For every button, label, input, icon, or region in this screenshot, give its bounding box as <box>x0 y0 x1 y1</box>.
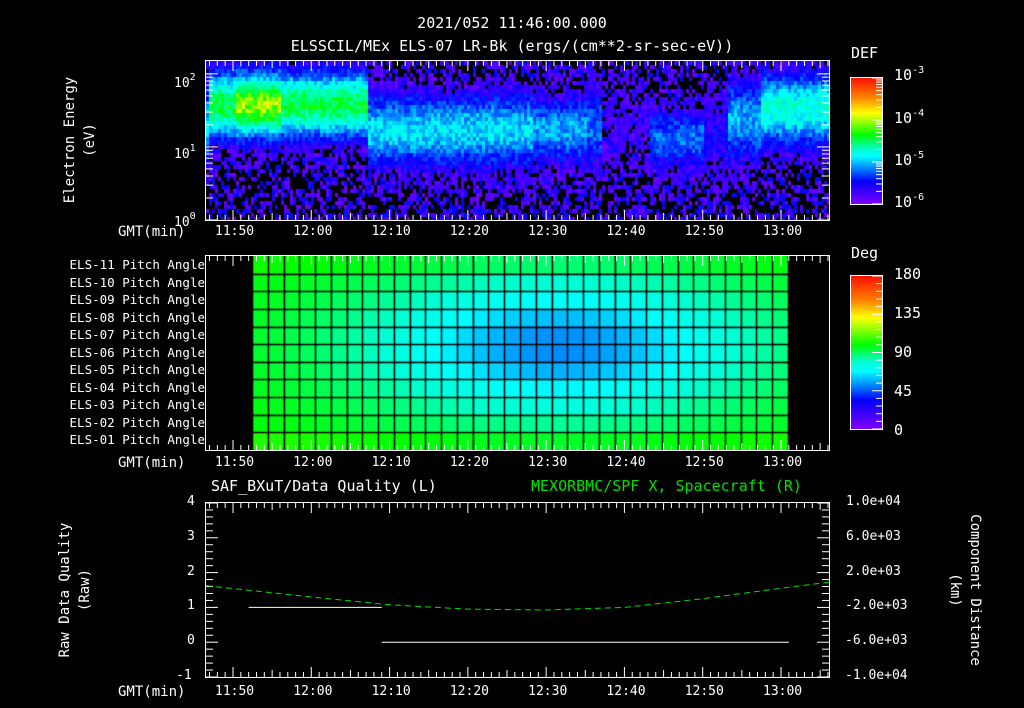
plot-subtitle: ELSSCIL/MEx ELS-07 LR-Bk (ergs/(cm**2-sr… <box>290 37 734 55</box>
time-tick-label: 12:10 <box>371 455 411 470</box>
line-plot-right-title: MEXORBMC/SPF X, Spacecraft (R) <box>531 477 802 495</box>
spectrogram-ytick-1: 100 <box>174 211 196 230</box>
time-tick-label: 12:50 <box>684 684 724 699</box>
line-plot-left-ylabel: Raw Data Quality <box>57 522 73 658</box>
time-tick-label: 12:50 <box>684 224 724 239</box>
def-colorbar-label-1e-3: 10-3 <box>894 65 925 84</box>
pitch-row-label: ELS-04 Pitch Angle <box>69 379 205 395</box>
deg-colorbar-label: 135 <box>894 304 922 322</box>
time-tick-label: 12:20 <box>449 455 489 470</box>
spectrogram-ylabel-line2: (eV) <box>82 123 98 157</box>
right-ytick-label: -6.0e+03 <box>845 633 908 649</box>
deg-colorbar-title: Deg <box>851 244 879 262</box>
line-plot-left-title: SAF_BXuT/Data Quality (L) <box>211 477 437 495</box>
def-colorbar-label-1e-6: 10-6 <box>894 192 925 211</box>
pitch-row-label: ELS-09 Pitch Angle <box>69 292 205 307</box>
time-tick-label: 12:20 <box>449 684 489 699</box>
time-tick-label: 12:50 <box>684 455 724 470</box>
time-tick-label: 12:10 <box>371 224 411 239</box>
def-colorbar-title: DEF <box>851 44 879 62</box>
right-ytick-label: 1.0e+04 <box>846 494 901 509</box>
spectrogram-canvas <box>206 61 829 220</box>
left-ytick-label: -1 <box>176 668 192 683</box>
deg-colorbar-label: 90 <box>894 343 913 361</box>
line-plot-right-ylabel: Component Distance <box>967 514 983 666</box>
def-colorbar-ticks <box>872 78 882 204</box>
pitch-row-label: ELS-01 Pitch Angle <box>69 432 205 447</box>
time-axis-label-2: GMT(min) <box>118 455 186 471</box>
pitch-row-label: ELS-05 Pitch Angle <box>69 362 205 377</box>
def-colorbar-label-1e-5: 10-5 <box>894 150 925 169</box>
pitch-row-label: ELS-03 Pitch Angle <box>69 397 205 412</box>
time-tick-label: 12:40 <box>606 455 646 470</box>
spectrogram-ylabel-unit: (eV) <box>82 70 98 210</box>
time-tick-label: 13:00 <box>763 455 803 470</box>
pitch-angle-canvas <box>206 256 829 450</box>
left-ytick-label: 2 <box>187 563 195 579</box>
pitch-row-label: ELS-10 Pitch Angle <box>69 274 205 290</box>
time-tick-label: 12:20 <box>449 224 489 239</box>
pitch-angle-axis-ticks <box>209 256 829 450</box>
pitch-row-label: ELS-07 Pitch Angle <box>69 327 205 342</box>
time-tick-label: 12:30 <box>528 455 568 470</box>
time-tick-label: 13:00 <box>763 684 803 699</box>
pitch-row-label: ELS-02 Pitch Angle <box>69 414 205 430</box>
time-tick-label: 12:00 <box>293 224 333 239</box>
time-tick-label: 12:40 <box>606 224 646 239</box>
def-colorbar <box>850 77 883 205</box>
deg-colorbar-label: 45 <box>894 382 913 400</box>
line-plot-svg <box>206 503 829 677</box>
time-axis-label-1: GMT(min) <box>118 224 186 240</box>
spectrogram-plot-frame <box>205 60 830 221</box>
spectrogram-ytick-10: 101 <box>174 143 196 162</box>
pitch-angle-plot-frame <box>205 255 830 451</box>
deg-colorbar-label: 0 <box>894 421 904 439</box>
time-tick-label: 11:50 <box>215 224 255 239</box>
pitch-row-label: ELS-06 Pitch Angle <box>69 344 205 360</box>
spectrogram-ytick-100: 102 <box>174 72 196 91</box>
deg-colorbar <box>850 275 883 430</box>
line-plot-left-ylabel-unit: (Raw) <box>77 568 93 612</box>
time-tick-label: 12:30 <box>528 684 568 699</box>
left-ytick-label: 0 <box>187 633 195 649</box>
def-colorbar-label-1e-4: 10-4 <box>894 108 925 127</box>
spectrogram-ylabel: Electron Energy <box>62 70 78 210</box>
right-ytick-label: -1.0e+04 <box>845 668 908 683</box>
right-ytick-label: -2.0e+03 <box>845 598 908 614</box>
time-tick-label: 13:00 <box>763 224 803 239</box>
left-ytick-label: 1 <box>187 598 195 614</box>
time-tick-label: 11:50 <box>215 684 255 699</box>
plot-timestamp: 2021/052 11:46:00.000 <box>417 14 607 32</box>
time-tick-label: 12:00 <box>293 455 333 470</box>
right-ytick-label: 2.0e+03 <box>846 563 901 579</box>
time-tick-label: 11:50 <box>215 455 255 470</box>
time-tick-label: 12:40 <box>606 684 646 699</box>
spectrogram-ylabel-line1: Electron Energy <box>62 76 78 204</box>
pitch-row-label: ELS-08 Pitch Angle <box>69 309 205 325</box>
deg-colorbar-ticks <box>872 276 882 429</box>
deg-colorbar-label: 180 <box>894 265 922 283</box>
spectrogram-axis-ticks <box>206 61 829 220</box>
time-tick-label: 12:30 <box>528 224 568 239</box>
time-axis-label-3: GMT(min) <box>118 684 186 700</box>
line-plot-right-ylabel-unit: (km) <box>947 573 963 607</box>
time-tick-label: 12:10 <box>371 684 411 699</box>
time-tick-label: 12:00 <box>293 684 333 699</box>
right-ytick-label: 6.0e+03 <box>846 528 901 544</box>
left-ytick-label: 4 <box>187 494 195 509</box>
left-ytick-label: 3 <box>187 528 195 544</box>
pitch-row-label: ELS-11 Pitch Angle <box>69 257 205 272</box>
line-plot-frame <box>205 502 830 678</box>
